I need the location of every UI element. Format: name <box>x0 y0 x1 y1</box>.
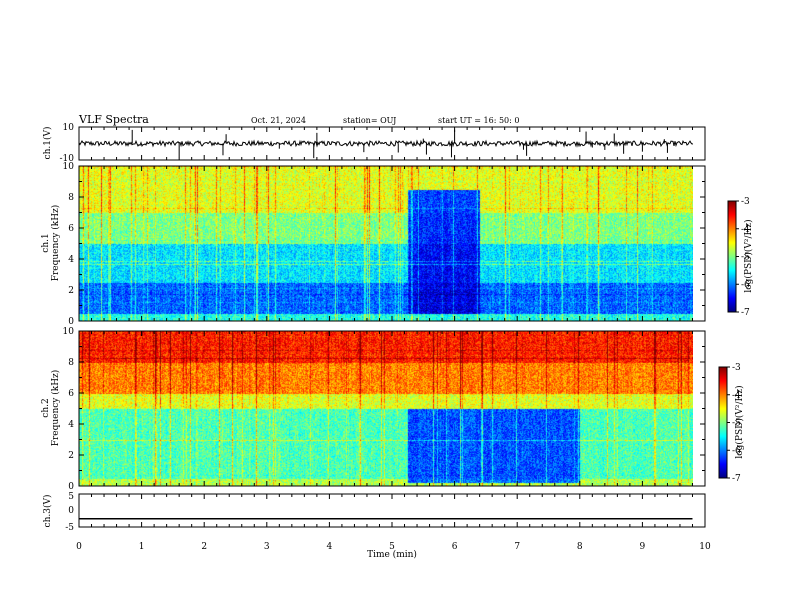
ch1-spec-label: ch.1 <box>41 233 51 252</box>
ch1-spectrogram-image <box>79 166 693 321</box>
freq-tick-label: 4 <box>68 420 74 430</box>
colorbar-tick-label: -7 <box>741 308 750 318</box>
ch2-colorbar <box>719 367 727 478</box>
time-tick-label: 6 <box>452 542 458 552</box>
colorbar-tick-label: -4 <box>741 225 750 235</box>
time-axis-label: Time (min) <box>367 549 417 560</box>
freq-tick-label: 8 <box>68 358 74 368</box>
freq-tick-label: 6 <box>68 224 74 234</box>
ch1-spikes <box>131 129 668 159</box>
ch3-ytick-top: 5 <box>68 492 74 502</box>
freq-tick-label: 2 <box>68 286 74 296</box>
ch3-ytick-bottom: -5 <box>65 523 74 533</box>
freq-tick-label: 6 <box>68 389 74 399</box>
time-tick-label: 1 <box>139 542 145 552</box>
colorbar-tick-label: -6 <box>741 280 750 290</box>
time-tick-label: 5 <box>389 542 395 552</box>
time-ticks <box>78 127 706 527</box>
time-tick-label: 2 <box>201 542 207 552</box>
colorbar-tick-label: -3 <box>732 363 741 373</box>
ch2-freq-ticks: 0 2 4 6 8 10 <box>63 327 705 492</box>
ch1-ylabel: ch.1(V) <box>42 127 53 160</box>
ch1-colorbar-label: log(PSD)(V²/Hz) <box>743 219 754 292</box>
ch1-waveform-line <box>78 139 694 148</box>
ch2-freq-label: Frequency (kHz) <box>50 370 61 447</box>
ch2-spectrogram-image <box>79 331 693 486</box>
ch1-freq-label: Frequency (kHz) <box>50 205 61 282</box>
station-label: station= OUJ <box>343 116 396 125</box>
colorbar-tick-label: -3 <box>741 197 750 207</box>
ch1-ytick-top: 10 <box>63 123 75 133</box>
time-tick-label: 3 <box>264 542 270 552</box>
ch1-colorbar-ticks: -3 -4 -5 -6 -7 <box>736 197 750 318</box>
freq-tick-label: 0 <box>68 317 74 327</box>
time-tick-label: 8 <box>577 542 583 552</box>
ch3-ytick-mid: 0 <box>68 506 74 516</box>
date-label: Oct. 21, 2024 <box>251 116 306 125</box>
freq-tick-label: 0 <box>68 482 74 492</box>
ch1-ytick-bottom: -10 <box>60 154 75 164</box>
time-tick-label: 0 <box>76 542 82 552</box>
ch1-freq-ticks: 0 2 4 6 8 10 <box>63 162 705 327</box>
time-tick-label: 4 <box>327 542 333 552</box>
time-tick-label: 7 <box>514 542 520 552</box>
time-tick-label: 10 <box>699 542 711 552</box>
ch1-colorbar <box>728 201 736 312</box>
freq-tick-label: 4 <box>68 255 74 265</box>
ch2-colorbar-ticks: -3 -4 -5 -6 -7 <box>727 363 741 484</box>
freq-tick-label: 10 <box>63 327 75 337</box>
freq-tick-label: 10 <box>63 162 75 172</box>
time-tick-label: 9 <box>640 542 646 552</box>
ch2-spec-label: ch.2 <box>41 398 51 417</box>
colorbar-tick-label: -7 <box>732 474 741 484</box>
start-time-label: start UT = 16: 50: 0 <box>438 116 519 125</box>
ch2-colorbar-label: log(PSD)(V²/Hz) <box>734 385 745 458</box>
colorbar-tick-label: -5 <box>741 253 750 263</box>
colorbar-tick-label: -5 <box>732 419 741 429</box>
colorbar-tick-label: -4 <box>732 391 741 401</box>
ch3-ylabel: ch.3(V) <box>42 495 53 528</box>
freq-tick-label: 8 <box>68 193 74 203</box>
colorbar-tick-label: -6 <box>732 446 741 456</box>
freq-tick-label: 2 <box>68 451 74 461</box>
figure-title: VLF Spectra <box>78 113 149 126</box>
time-tick-labels: 0 1 2 3 4 5 6 7 8 9 10 <box>76 542 711 552</box>
